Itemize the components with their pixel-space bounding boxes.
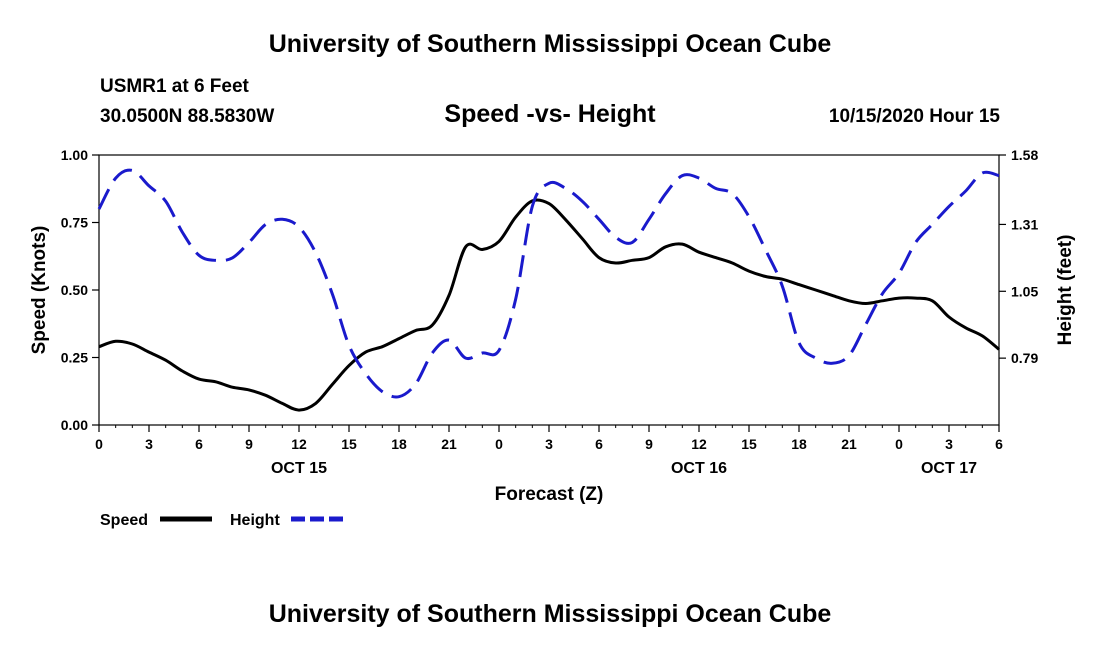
x-tick-label: 21: [441, 436, 457, 452]
x-tick-label: 9: [645, 436, 653, 452]
x-tick-label: 18: [791, 436, 807, 452]
x-tick-label: 3: [145, 436, 153, 452]
axis-labels: 0.00 0.25 0.50 0.75 1.00 0.79 1.05 1.31 1.58 0 3 6 9…: [29, 147, 1076, 505]
station-coordinates: 30.0500N 88.5830W: [100, 106, 275, 127]
x-tick-label: 18: [391, 436, 407, 452]
left-tick-label: 0.00: [61, 417, 88, 433]
day-label: OCT 16: [671, 460, 727, 477]
legend-label-speed: Speed: [100, 512, 148, 529]
forecast-run-time: 10/15/2020 Hour 15: [828, 106, 1000, 127]
y-axis-title-right: Height (feet): [1055, 235, 1076, 346]
x-tick-label: 6: [595, 436, 603, 452]
footer-title: University of Southern Mississippi Ocean…: [268, 600, 832, 628]
day-label: OCT 15: [271, 460, 327, 477]
x-tick-label: 3: [945, 436, 953, 452]
chart-title: Speed -vs- Height: [444, 100, 656, 128]
x-axis-title: Forecast (Z): [495, 484, 604, 505]
right-tick-label: 1.05: [1011, 283, 1038, 299]
day-label: OCT 17: [921, 460, 977, 477]
left-tick-label: 1.00: [61, 147, 88, 163]
height-series-line: [97, 168, 1000, 399]
x-tick-label: 12: [691, 436, 707, 452]
x-tick-label: 0: [495, 436, 503, 452]
station-label: USMR1 at 6 Feet: [100, 76, 249, 97]
x-tick-label: 6: [995, 436, 1003, 452]
speed-series-line: [98, 198, 1000, 412]
legend-label-height: Height: [230, 512, 280, 529]
x-tick-label: 12: [291, 436, 307, 452]
x-tick-label: 9: [245, 436, 253, 452]
x-tick-label: 15: [741, 436, 757, 452]
x-tick-label: 0: [95, 436, 103, 452]
right-tick-label: 1.31: [1011, 216, 1038, 232]
x-tick-label: 6: [195, 436, 203, 452]
left-tick-label: 0.75: [61, 215, 88, 231]
plot-frame: [98, 154, 1000, 426]
left-tick-label: 0.50: [61, 282, 88, 298]
x-tick-label: 21: [841, 436, 857, 452]
legend: Speed Height: [100, 512, 343, 529]
y-axis-title-left: Speed (Knots): [29, 226, 50, 355]
x-tick-label: 3: [545, 436, 553, 452]
x-tick-label: 0: [895, 436, 903, 452]
right-tick-label: 0.79: [1011, 350, 1038, 366]
axes: [92, 154, 1006, 432]
series-layer: [97, 168, 1000, 412]
page-title: University of Southern Mississippi Ocean…: [268, 30, 832, 58]
left-tick-label: 0.25: [61, 350, 88, 366]
x-tick-label: 15: [341, 436, 357, 452]
right-tick-label: 1.58: [1011, 147, 1038, 163]
